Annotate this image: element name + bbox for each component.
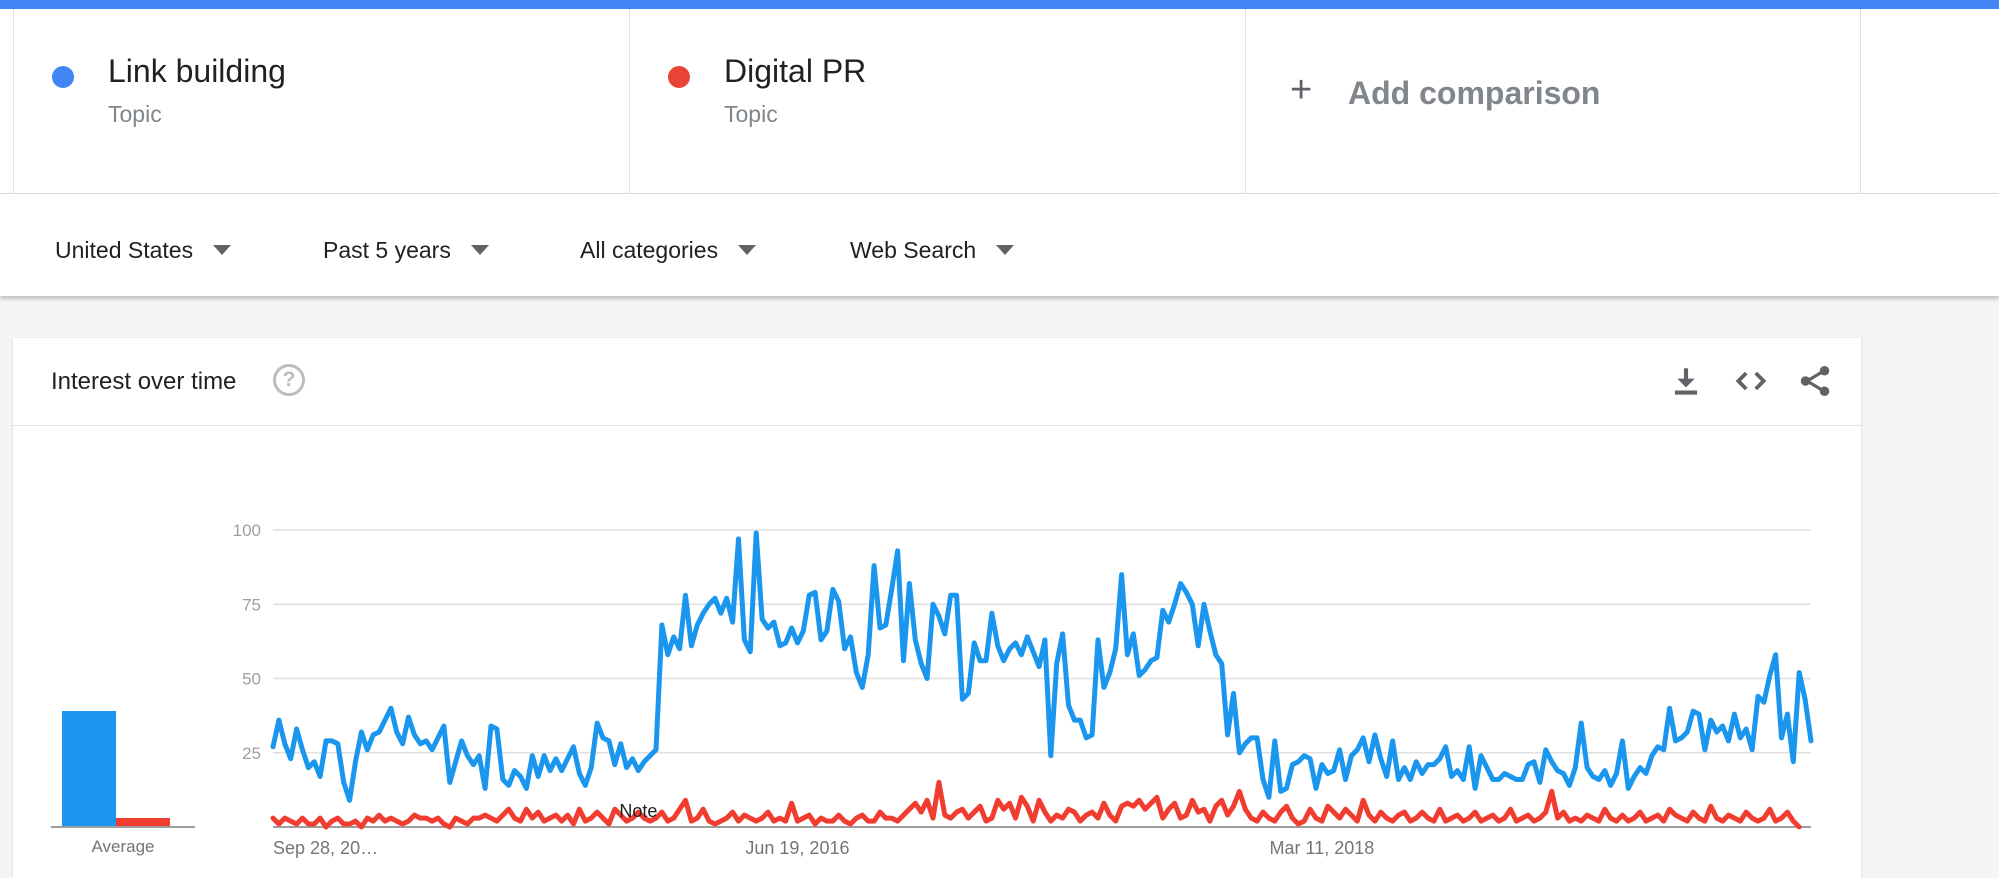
- average-bar-digital-pr: [116, 818, 170, 827]
- top-accent-bar: [0, 0, 1999, 9]
- average-axis-line: [51, 826, 195, 828]
- series-line-link-building[interactable]: [270, 530, 1814, 803]
- time-range-filter-dropdown[interactable]: Past 5 years: [323, 230, 489, 270]
- y-tick-label: 100: [233, 521, 261, 540]
- x-tick-label: Sep 28, 20…: [273, 838, 378, 858]
- time-range-filter-label: Past 5 years: [323, 236, 451, 263]
- term-type: Topic: [108, 101, 162, 127]
- search-type-filter-label: Web Search: [850, 236, 977, 263]
- y-tick-label: 25: [242, 744, 261, 763]
- term-name: Digital PR: [724, 53, 867, 89]
- series-line-digital-pr[interactable]: [270, 779, 1802, 830]
- series-color-dot: [52, 66, 74, 88]
- comparison-terms-bar: Link building Topic Digital PR Topic + A…: [0, 9, 1999, 194]
- help-circle-icon[interactable]: ?: [273, 364, 305, 396]
- x-tick-label: Jun 19, 2016: [745, 838, 849, 858]
- card-header: Interest over time ?: [13, 338, 1861, 426]
- add-comparison-label: Add comparison: [1348, 75, 1601, 111]
- caret-down-icon: [470, 245, 489, 255]
- term-chip-link-building[interactable]: Link building Topic: [13, 9, 629, 194]
- y-tick-label: 50: [242, 670, 261, 689]
- card-title: Interest over time: [51, 368, 237, 395]
- series-color-dot: [668, 66, 690, 88]
- caret-down-icon: [996, 245, 1015, 255]
- caret-down-icon: [738, 245, 757, 255]
- share-icon[interactable]: [1796, 362, 1834, 400]
- term-chip-digital-pr[interactable]: Digital PR Topic: [629, 9, 1245, 194]
- interest-over-time-card: Interest over time ? Average 25 50 75 100 No…: [13, 338, 1861, 878]
- search-type-filter-dropdown[interactable]: Web Search: [850, 230, 1015, 270]
- region-filter-label: United States: [55, 236, 194, 263]
- x-tick-label: Mar 11, 2018: [1270, 838, 1375, 858]
- plus-icon: +: [1290, 69, 1313, 111]
- line-chart: 25 50 75 100 Note Sep 28, 20… Jun 19, 2016 Mar …: [233, 521, 1814, 858]
- region-filter-dropdown[interactable]: United States: [55, 230, 232, 270]
- category-filter-label: All categories: [580, 236, 719, 263]
- filter-bar: United States Past 5 years All categorie…: [0, 194, 1999, 296]
- average-label: Average: [91, 837, 155, 856]
- embed-code-icon[interactable]: [1732, 362, 1770, 400]
- add-comparison-button[interactable]: + Add comparison: [1245, 9, 1861, 194]
- y-tick-label: 75: [242, 595, 261, 614]
- category-filter-dropdown[interactable]: All categories: [580, 230, 757, 270]
- chart-note-annotation[interactable]: Note: [619, 801, 657, 821]
- term-type: Topic: [724, 101, 778, 127]
- download-icon[interactable]: [1667, 362, 1705, 400]
- average-bar-link-building: [62, 711, 116, 827]
- term-name: Link building: [108, 53, 286, 89]
- caret-down-icon: [213, 245, 232, 255]
